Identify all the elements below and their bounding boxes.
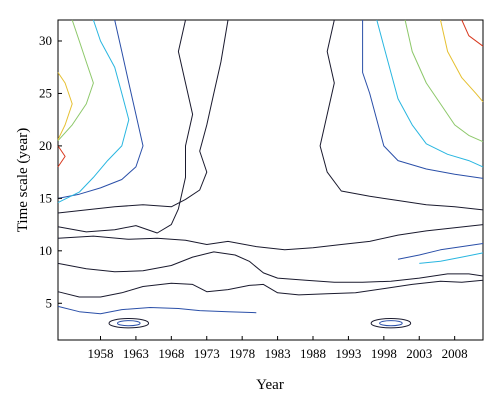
contour-line-8	[57, 305, 257, 315]
x-tick-label: 1958	[88, 346, 114, 361]
y-tick-label: 10	[39, 243, 52, 258]
y-tick-label: 15	[39, 190, 52, 205]
contour-line-4	[57, 19, 194, 234]
contour-line-14	[57, 19, 94, 142]
contour-line-12	[376, 19, 484, 168]
y-tick-label: 20	[39, 138, 52, 153]
contour-ring-1	[108, 318, 150, 329]
contour-ring-4	[379, 320, 403, 327]
contour-line-1	[57, 251, 484, 283]
contour-ring-3	[370, 318, 412, 329]
contour-line-7	[57, 19, 144, 199]
x-tick-label: 1978	[229, 346, 255, 361]
contour-line-10	[397, 243, 484, 260]
y-axis-ticks: 5 10 15 20 25 30	[39, 33, 62, 310]
contour-line-16	[57, 72, 73, 140]
contour-line-17	[440, 19, 484, 103]
contour-layer	[57, 19, 484, 329]
contour-line-5	[57, 224, 484, 251]
x-tick-label: 1963	[123, 346, 149, 361]
contour-line-15	[404, 19, 484, 143]
contour-line-18	[57, 145, 66, 168]
x-tick-label: 2003	[406, 346, 432, 361]
x-tick-label: 1968	[158, 346, 184, 361]
y-tick-label: 25	[39, 85, 52, 100]
contour-line-19	[461, 19, 484, 47]
y-tick-label: 5	[46, 295, 53, 310]
x-tick-label: 1998	[371, 346, 397, 361]
contour-line-6	[319, 19, 484, 211]
y-axis-title: Time scale (year)	[15, 128, 31, 232]
x-axis-ticks: 1958 1963 1968 1973 1978 1983 1988 1993 1998 2003…	[88, 336, 468, 361]
x-axis-title: Year	[256, 377, 284, 393]
contour-line-11	[57, 19, 130, 204]
x-tick-label: 1983	[265, 346, 291, 361]
x-tick-label: 1993	[335, 346, 361, 361]
contour-line-3	[57, 19, 229, 214]
x-tick-label: 2008	[442, 346, 468, 361]
contour-line-2	[57, 279, 484, 298]
contour-ring-2	[117, 320, 141, 327]
x-tick-label: 1973	[194, 346, 220, 361]
plot-area	[57, 19, 484, 341]
y-tick-label: 30	[39, 33, 52, 48]
x-tick-label: 1988	[300, 346, 326, 361]
contour-line-13	[419, 252, 484, 264]
contour-line-9	[362, 20, 484, 179]
